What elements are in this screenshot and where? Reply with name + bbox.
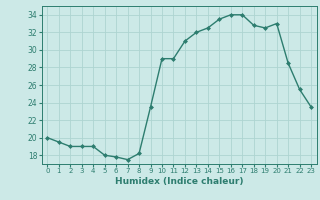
X-axis label: Humidex (Indice chaleur): Humidex (Indice chaleur) bbox=[115, 177, 244, 186]
